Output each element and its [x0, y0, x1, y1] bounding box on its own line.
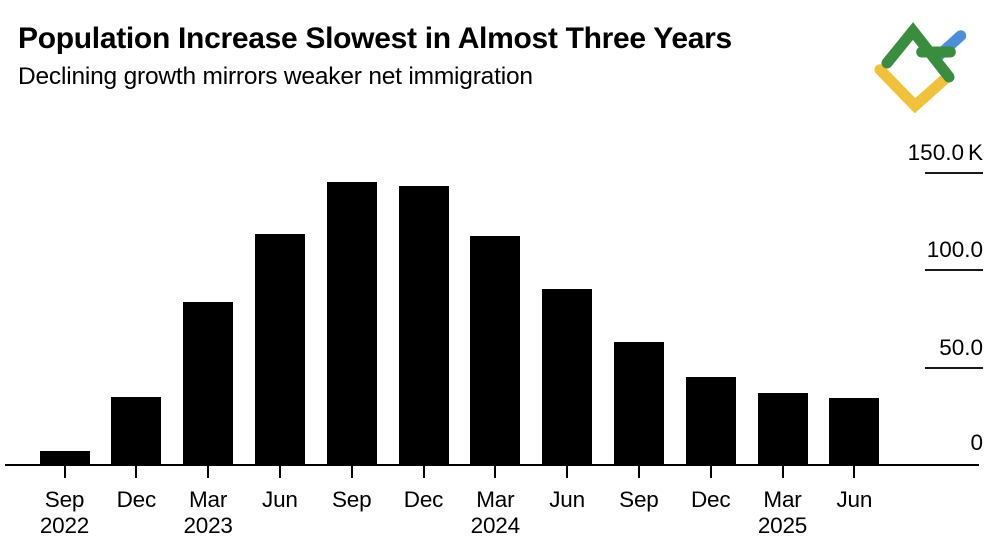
y-axis-unit-suffix: K — [967, 139, 983, 165]
x-axis-tick — [566, 466, 569, 478]
bar-dec — [111, 396, 162, 465]
y-axis-tick-line — [925, 171, 983, 174]
x-axis-tick — [63, 466, 66, 478]
x-axis-month-label: Sep — [331, 487, 372, 512]
bar-mar2025 — [757, 393, 808, 465]
y-axis-tick-line — [925, 366, 983, 369]
x-axis-baseline — [5, 464, 979, 466]
x-axis-tick — [350, 466, 353, 478]
x-axis-tick — [637, 466, 640, 478]
x-axis-year-label: 2022 — [39, 513, 90, 538]
litefinance-logo — [874, 22, 967, 114]
x-axis-tick — [781, 466, 784, 478]
x-axis-tick — [709, 466, 712, 478]
x-axis-month-label: Jun — [262, 487, 298, 512]
x-axis-tick — [853, 466, 856, 478]
x-axis-month-label: Mar — [189, 487, 228, 512]
y-axis-label: 150.0 K — [907, 139, 983, 165]
x-axis-tick — [278, 466, 281, 478]
x-axis-month-label: Mar — [763, 487, 802, 512]
x-axis-month-label: Sep — [619, 487, 659, 512]
bar-dec — [685, 376, 736, 465]
y-axis-label: 50.0 — [939, 334, 983, 360]
x-axis-year-label: 2025 — [757, 513, 808, 538]
bar-mar2023 — [183, 301, 234, 465]
x-axis-month-label: Jun — [836, 487, 873, 512]
bar-jun — [254, 233, 305, 465]
y-axis-label: 0 — [970, 430, 983, 455]
x-axis-tick — [135, 466, 138, 478]
x-axis-tick — [207, 466, 210, 478]
bar-jun — [829, 397, 880, 465]
bar-dec — [398, 185, 449, 465]
bar-sep — [326, 182, 377, 465]
x-axis-tick — [422, 466, 425, 478]
x-axis-month-label: Dec — [116, 487, 157, 512]
x-axis-tick — [494, 466, 497, 478]
bar-sep2022 — [39, 450, 90, 465]
x-axis-year-label: 2023 — [183, 513, 233, 538]
x-axis-month-label: Dec — [690, 487, 731, 512]
chart-title: Population Increase Slowest in Almost Th… — [18, 22, 732, 55]
bar-sep — [613, 342, 664, 465]
x-axis-month-label: Jun — [549, 487, 585, 512]
x-axis-month-label: Dec — [403, 487, 444, 512]
x-axis-month-label: Sep — [44, 487, 85, 512]
bar-jun — [542, 289, 593, 465]
y-axis-tick-line — [925, 269, 983, 272]
bar-mar2024 — [470, 236, 521, 465]
x-axis-year-label: 2024 — [470, 513, 520, 538]
x-axis-month-label: Mar — [476, 487, 515, 512]
chart-subtitle: Declining growth mirrors weaker net immi… — [18, 63, 533, 90]
y-axis-label: 100.0 — [926, 237, 983, 263]
